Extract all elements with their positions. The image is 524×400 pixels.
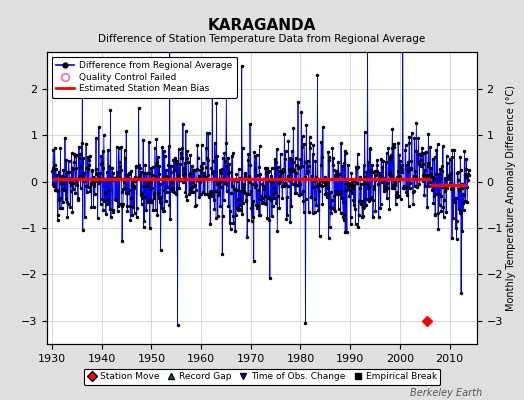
Text: Difference of Station Temperature Data from Regional Average: Difference of Station Temperature Data f… [99,34,425,44]
Y-axis label: Monthly Temperature Anomaly Difference (°C): Monthly Temperature Anomaly Difference (… [506,85,516,311]
Legend: Station Move, Record Gap, Time of Obs. Change, Empirical Break: Station Move, Record Gap, Time of Obs. C… [83,368,441,385]
Text: KARAGANDA: KARAGANDA [208,18,316,33]
Text: Berkeley Earth: Berkeley Earth [410,388,482,398]
